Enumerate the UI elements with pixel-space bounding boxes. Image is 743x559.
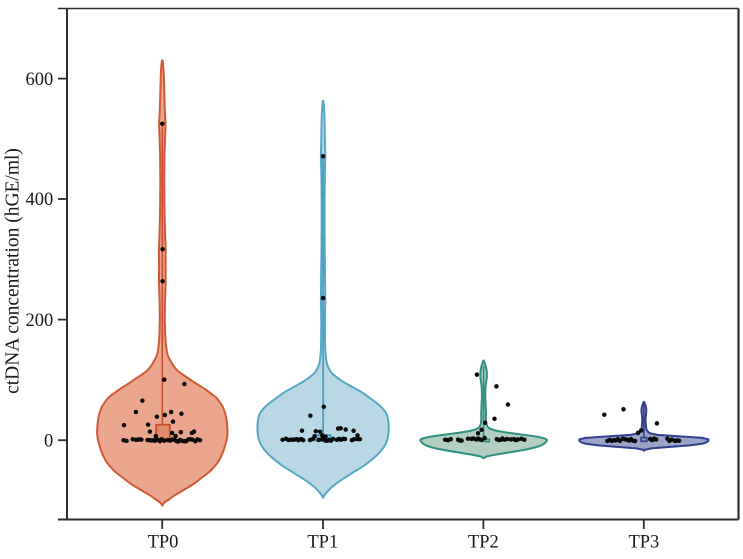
svg-text:0: 0 <box>44 431 53 451</box>
svg-text:TP1: TP1 <box>307 532 338 552</box>
svg-text:200: 200 <box>25 311 53 331</box>
svg-text:ctDNA concentration (hGE/ml): ctDNA concentration (hGE/ml) <box>2 148 23 394</box>
svg-text:400: 400 <box>25 190 53 210</box>
svg-text:TP0: TP0 <box>148 532 179 552</box>
svg-text:TP2: TP2 <box>468 532 499 552</box>
svg-text:TP3: TP3 <box>628 532 659 552</box>
svg-text:600: 600 <box>25 70 53 90</box>
